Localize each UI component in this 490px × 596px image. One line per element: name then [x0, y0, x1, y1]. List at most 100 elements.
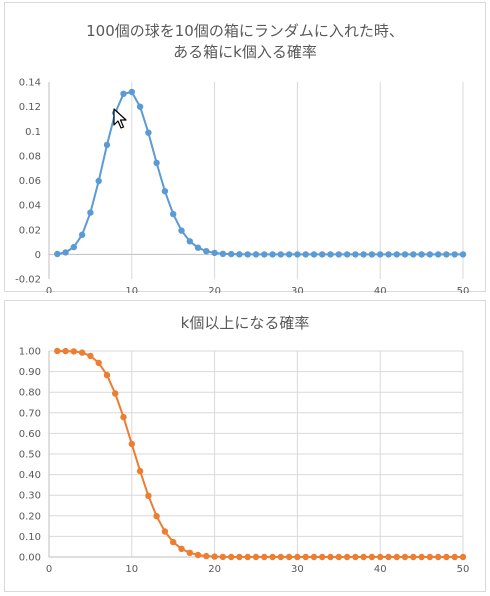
chart-1-data-point	[203, 248, 210, 255]
chart-1-y-tick-label: 0.12	[19, 102, 41, 113]
chart-1-x-tick-label: 0	[46, 286, 52, 293]
chart-1-data-point	[70, 243, 78, 251]
chart-2-data-point	[103, 371, 111, 379]
chart-1-data-point	[435, 251, 442, 258]
chart-2-data-point	[95, 359, 102, 367]
chart-2-data-point	[194, 551, 202, 559]
chart-1-x-tick-label: 30	[291, 286, 304, 293]
chart-2-data-point	[335, 553, 342, 561]
chart-2-data-point	[136, 467, 144, 475]
chart-1-y-tick-label: 0.06	[19, 176, 41, 187]
chart-1-y-tick-label: 0.08	[19, 151, 41, 162]
chart-2-data-point	[70, 348, 78, 355]
chart-2-data-point	[78, 349, 86, 356]
chart-2-data-point	[219, 553, 227, 561]
chart-2-data-point	[112, 390, 119, 397]
chart-1-data-point	[136, 103, 144, 110]
chart-1-data-point	[302, 251, 309, 258]
chart-1-data-point	[360, 251, 367, 258]
chart-2-data-point	[120, 413, 127, 421]
chart-2-data-point	[269, 553, 276, 561]
chart-1-data-point	[261, 251, 268, 258]
chart-2-data-point	[236, 553, 243, 561]
chart-2-data-point	[145, 492, 152, 499]
chart-1-data-point	[244, 251, 251, 258]
chart-2-title: k個以上になる確率	[180, 314, 310, 332]
chart-2-data-point	[211, 553, 218, 560]
chart-1-data-point	[310, 251, 318, 258]
chart-2-data-point	[153, 513, 160, 520]
chart-2-data-point	[170, 538, 177, 546]
chart-2-data-point	[128, 440, 135, 448]
chart-1-data-point	[385, 251, 392, 258]
chart-1-y-tick-label: -0.02	[15, 275, 41, 286]
chart-2-data-point	[360, 553, 367, 561]
chart-1-data-point	[459, 251, 467, 258]
chart-1-plot: -0.02 0 0.02 0.04 0.06 0.08 0.1 0.12 0.14 0 10 20 30…	[15, 78, 470, 294]
chart-1-data-point	[335, 251, 342, 258]
chart-1-data-point	[62, 249, 69, 256]
chart-1-data-point	[103, 141, 111, 149]
chart-2-data-point	[252, 553, 260, 561]
chart-2-data-point	[261, 553, 268, 561]
chart-2-data-point	[310, 553, 318, 561]
chart-1-x-tick-label: 50	[457, 286, 470, 293]
chart-1-data-point	[78, 231, 86, 238]
chart-2-y-tick-label: 1.00	[19, 347, 41, 358]
chart-2-panel[interactable]: k個以上になる確率 0.00 0.10 0.20 0.30 0.40 0.50 0.60 0.…	[4, 300, 486, 592]
chart-1-data-point	[145, 129, 152, 136]
chart-1-data-point	[120, 90, 127, 98]
chart-1-panel[interactable]: 100個の球を10個の箱にランダムに入れた時、 ある箱にk個入る確率 -0.02…	[4, 2, 486, 294]
chart-1-data-point	[54, 250, 61, 258]
chart-1-data-point	[277, 251, 284, 258]
chart-2-y-tick-label: 0.50	[19, 450, 41, 461]
chart-2-x-tick-label: 20	[208, 564, 221, 575]
chart-2-y-tick-label: 0.40	[19, 470, 41, 481]
chart-1-data-point	[95, 177, 102, 185]
chart-1-title: 100個の球を10個の箱にランダムに入れた時、 ある箱にk個入る確率	[86, 22, 404, 61]
chart-2-y-tick-label: 0.70	[19, 408, 41, 419]
chart-1-y-tick-label: 0.04	[19, 201, 41, 212]
chart-2-data-point	[277, 553, 284, 561]
chart-2-data-point	[228, 553, 235, 561]
chart-2-data-point	[62, 347, 69, 355]
chart-1-data-point	[368, 251, 376, 258]
chart-1-y-tick-label: 0.14	[19, 78, 41, 89]
chart-1-x-tick-label: 20	[208, 286, 221, 293]
chart-2-y-tick-label: 0.30	[19, 491, 41, 502]
chart-1-data-point	[252, 251, 260, 258]
chart-1-x-tick-label: 10	[125, 286, 138, 293]
chart-1-data-point	[443, 251, 450, 258]
chart-1-data-point	[426, 251, 434, 258]
chart-2-data-point	[435, 553, 442, 561]
chart-1-data-point	[319, 251, 326, 258]
chart-2-data-point	[54, 347, 61, 355]
chart-2-data-point	[451, 553, 458, 561]
chart-2-y-tick-label: 0.00	[19, 553, 41, 564]
chart-2-y-tick-label: 0.90	[19, 367, 41, 378]
chart-1-data-point	[327, 251, 334, 258]
chart-2-y-tick-label: 0.60	[19, 429, 41, 440]
chart-2-y-tick-label: 0.20	[19, 511, 41, 522]
chart-2-data-point	[377, 553, 384, 561]
chart-2-y-tick-label: 0.80	[19, 388, 41, 399]
chart-2-x-tick-label: 10	[125, 564, 138, 575]
chart-2-data-point	[319, 553, 326, 561]
chart-1-data-point	[401, 251, 409, 258]
chart-2-data-point	[352, 553, 359, 561]
chart-2-plot: 0.00 0.10 0.20 0.30 0.40 0.50 0.60 0.70 0.80 0.90…	[19, 347, 470, 576]
chart-1-data-point	[170, 210, 177, 218]
chart-2-data-point	[203, 552, 210, 560]
chart-2-data-point	[393, 553, 400, 561]
chart-2-data-point	[443, 553, 450, 561]
chart-2-data-point	[294, 553, 301, 561]
chart-1-data-point	[161, 188, 169, 195]
chart-1-data-point	[219, 250, 227, 257]
chart-1-data-point	[194, 244, 202, 251]
mouse-pointer-icon	[113, 108, 127, 129]
chart-2-data-point	[161, 528, 169, 535]
chart-1-data-point	[352, 251, 359, 258]
chart-1-data-point	[410, 251, 417, 258]
chart-1-data-point	[236, 251, 243, 258]
chart-1-data-point	[153, 159, 160, 167]
